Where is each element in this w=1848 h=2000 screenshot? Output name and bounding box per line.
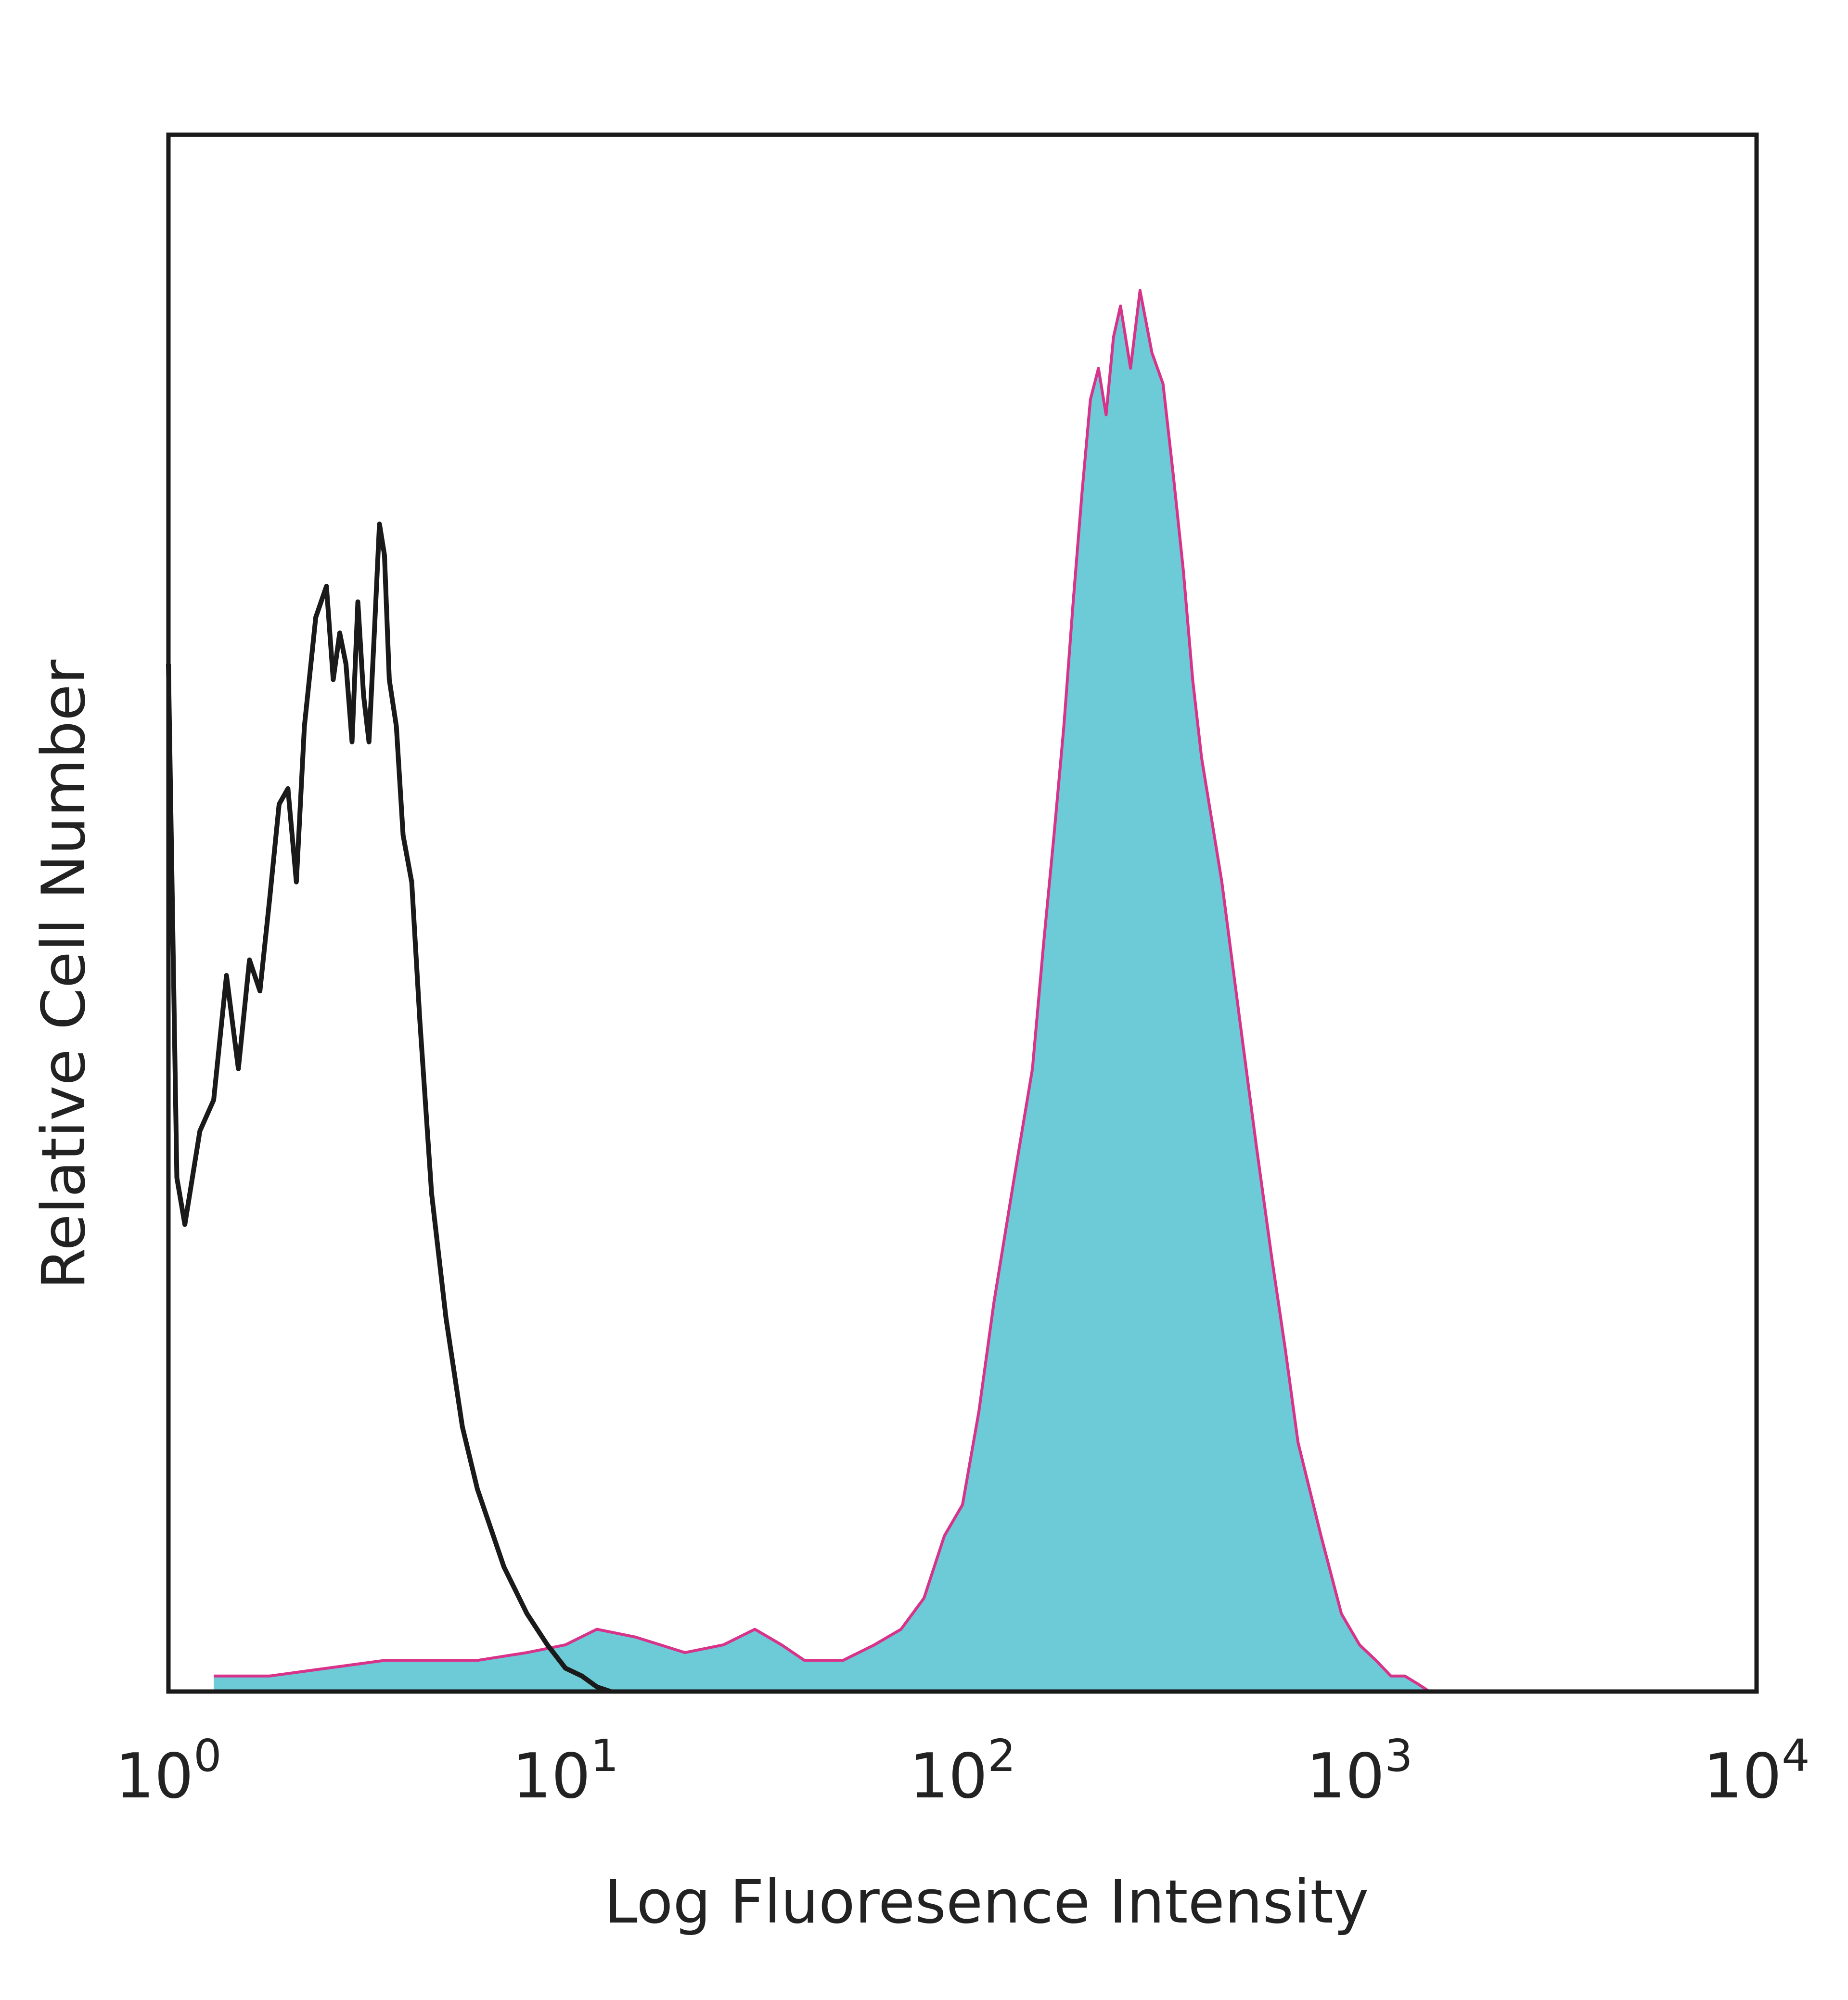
x-tick-label: 102 xyxy=(909,1730,1015,1812)
plot-frame xyxy=(166,132,1759,1694)
x-tick-label: 100 xyxy=(115,1730,221,1812)
filled-histogram-outline xyxy=(214,289,1430,1693)
filled-histogram-area xyxy=(214,290,1430,1692)
y-axis-label: Relative Cell Number xyxy=(29,660,99,1290)
x-tick-label: 103 xyxy=(1306,1730,1412,1812)
x-tick-label: 104 xyxy=(1703,1730,1810,1812)
series-layer xyxy=(166,289,1430,1694)
x-axis-label: Log Fluoresence Intensity xyxy=(604,1868,1369,1937)
control-histogram-line xyxy=(166,521,612,1694)
x-tick-label: 101 xyxy=(512,1730,618,1812)
x-tick-labels: 100 101 102 103 104 xyxy=(115,1730,1810,1812)
